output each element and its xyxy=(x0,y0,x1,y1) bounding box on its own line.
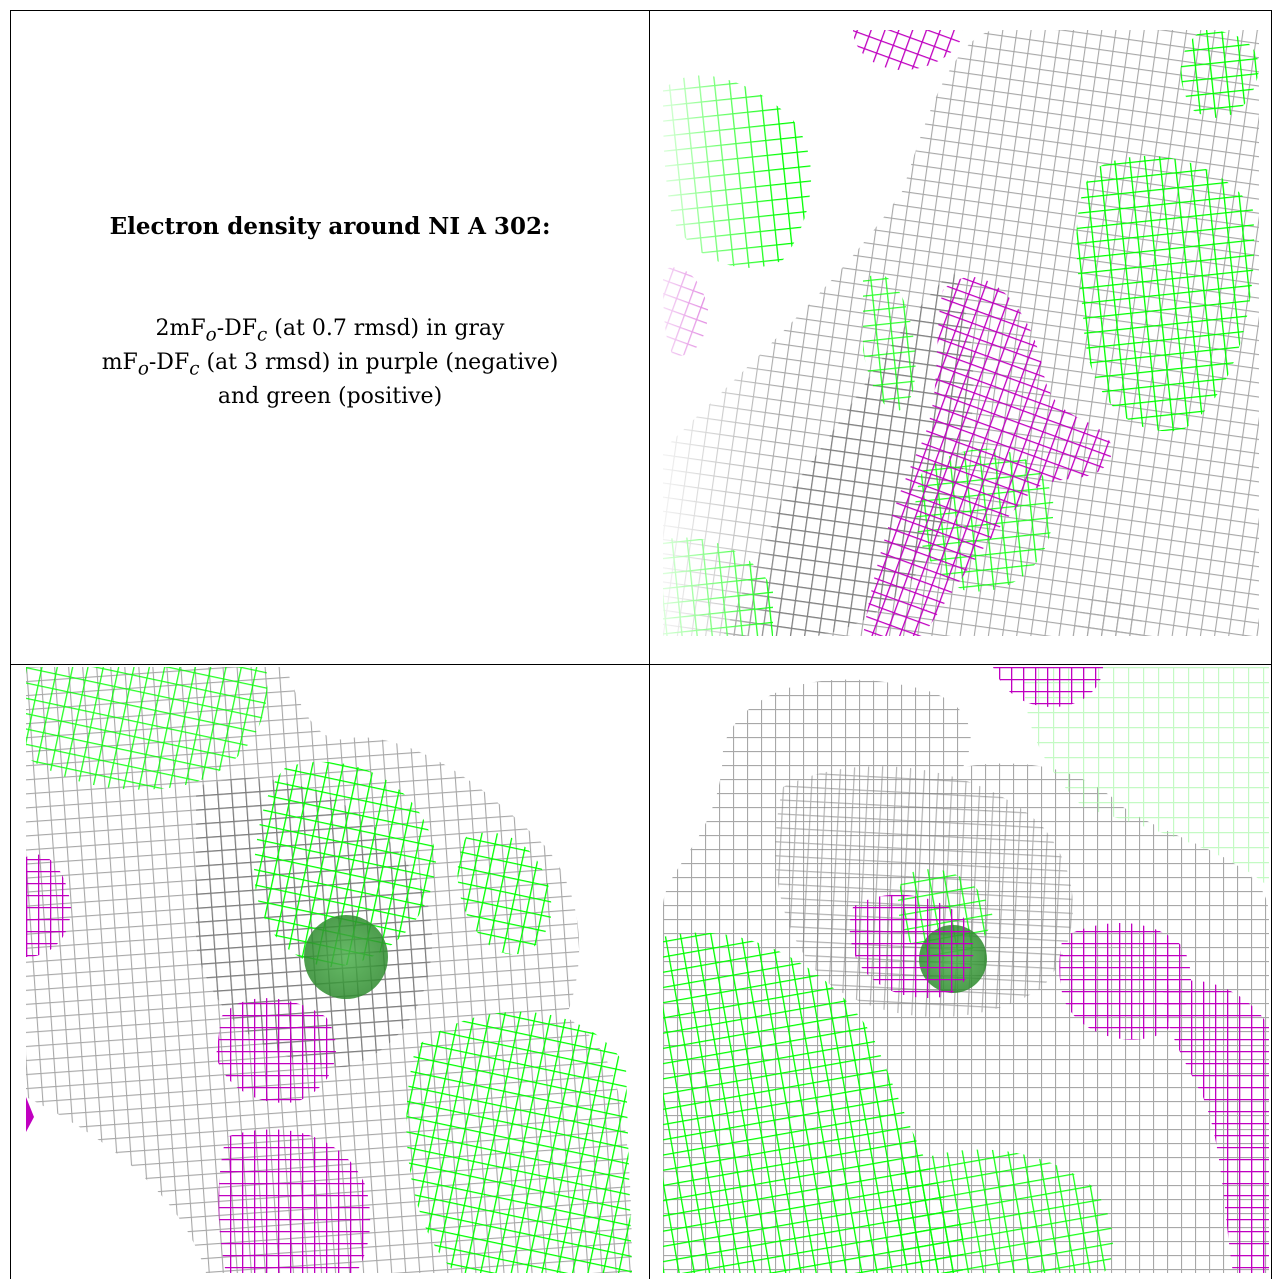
table-border-center xyxy=(649,10,650,1279)
caption-line-1: 2mFo-DFc (at 0.7 rmsd) in gray xyxy=(155,316,505,346)
density-view-top-right xyxy=(663,30,1259,636)
table-border-left xyxy=(10,10,11,1279)
table-border-right xyxy=(1271,10,1272,1279)
caption-line-2: mFo-DFc (at 3 rmsd) in purple (negative) xyxy=(101,350,559,380)
caption-line-3: and green (positive) xyxy=(217,384,443,410)
table-border-top xyxy=(10,10,1272,11)
caption-title: Electron density around NI A 302: xyxy=(109,213,551,240)
density-view-bottom-left xyxy=(26,667,632,1273)
table-border-middle xyxy=(10,664,1272,665)
density-view-bottom-right xyxy=(663,667,1269,1273)
caption-description: 2mFo-DFc (at 0.7 rmsd) in gray mFo-DFc (… xyxy=(102,314,559,412)
caption-cell: Electron density around NI A 302: 2mFo-D… xyxy=(11,11,649,664)
